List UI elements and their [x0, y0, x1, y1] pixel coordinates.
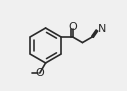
Text: N: N [98, 24, 106, 34]
Text: O: O [35, 68, 44, 78]
Text: O: O [68, 22, 77, 32]
